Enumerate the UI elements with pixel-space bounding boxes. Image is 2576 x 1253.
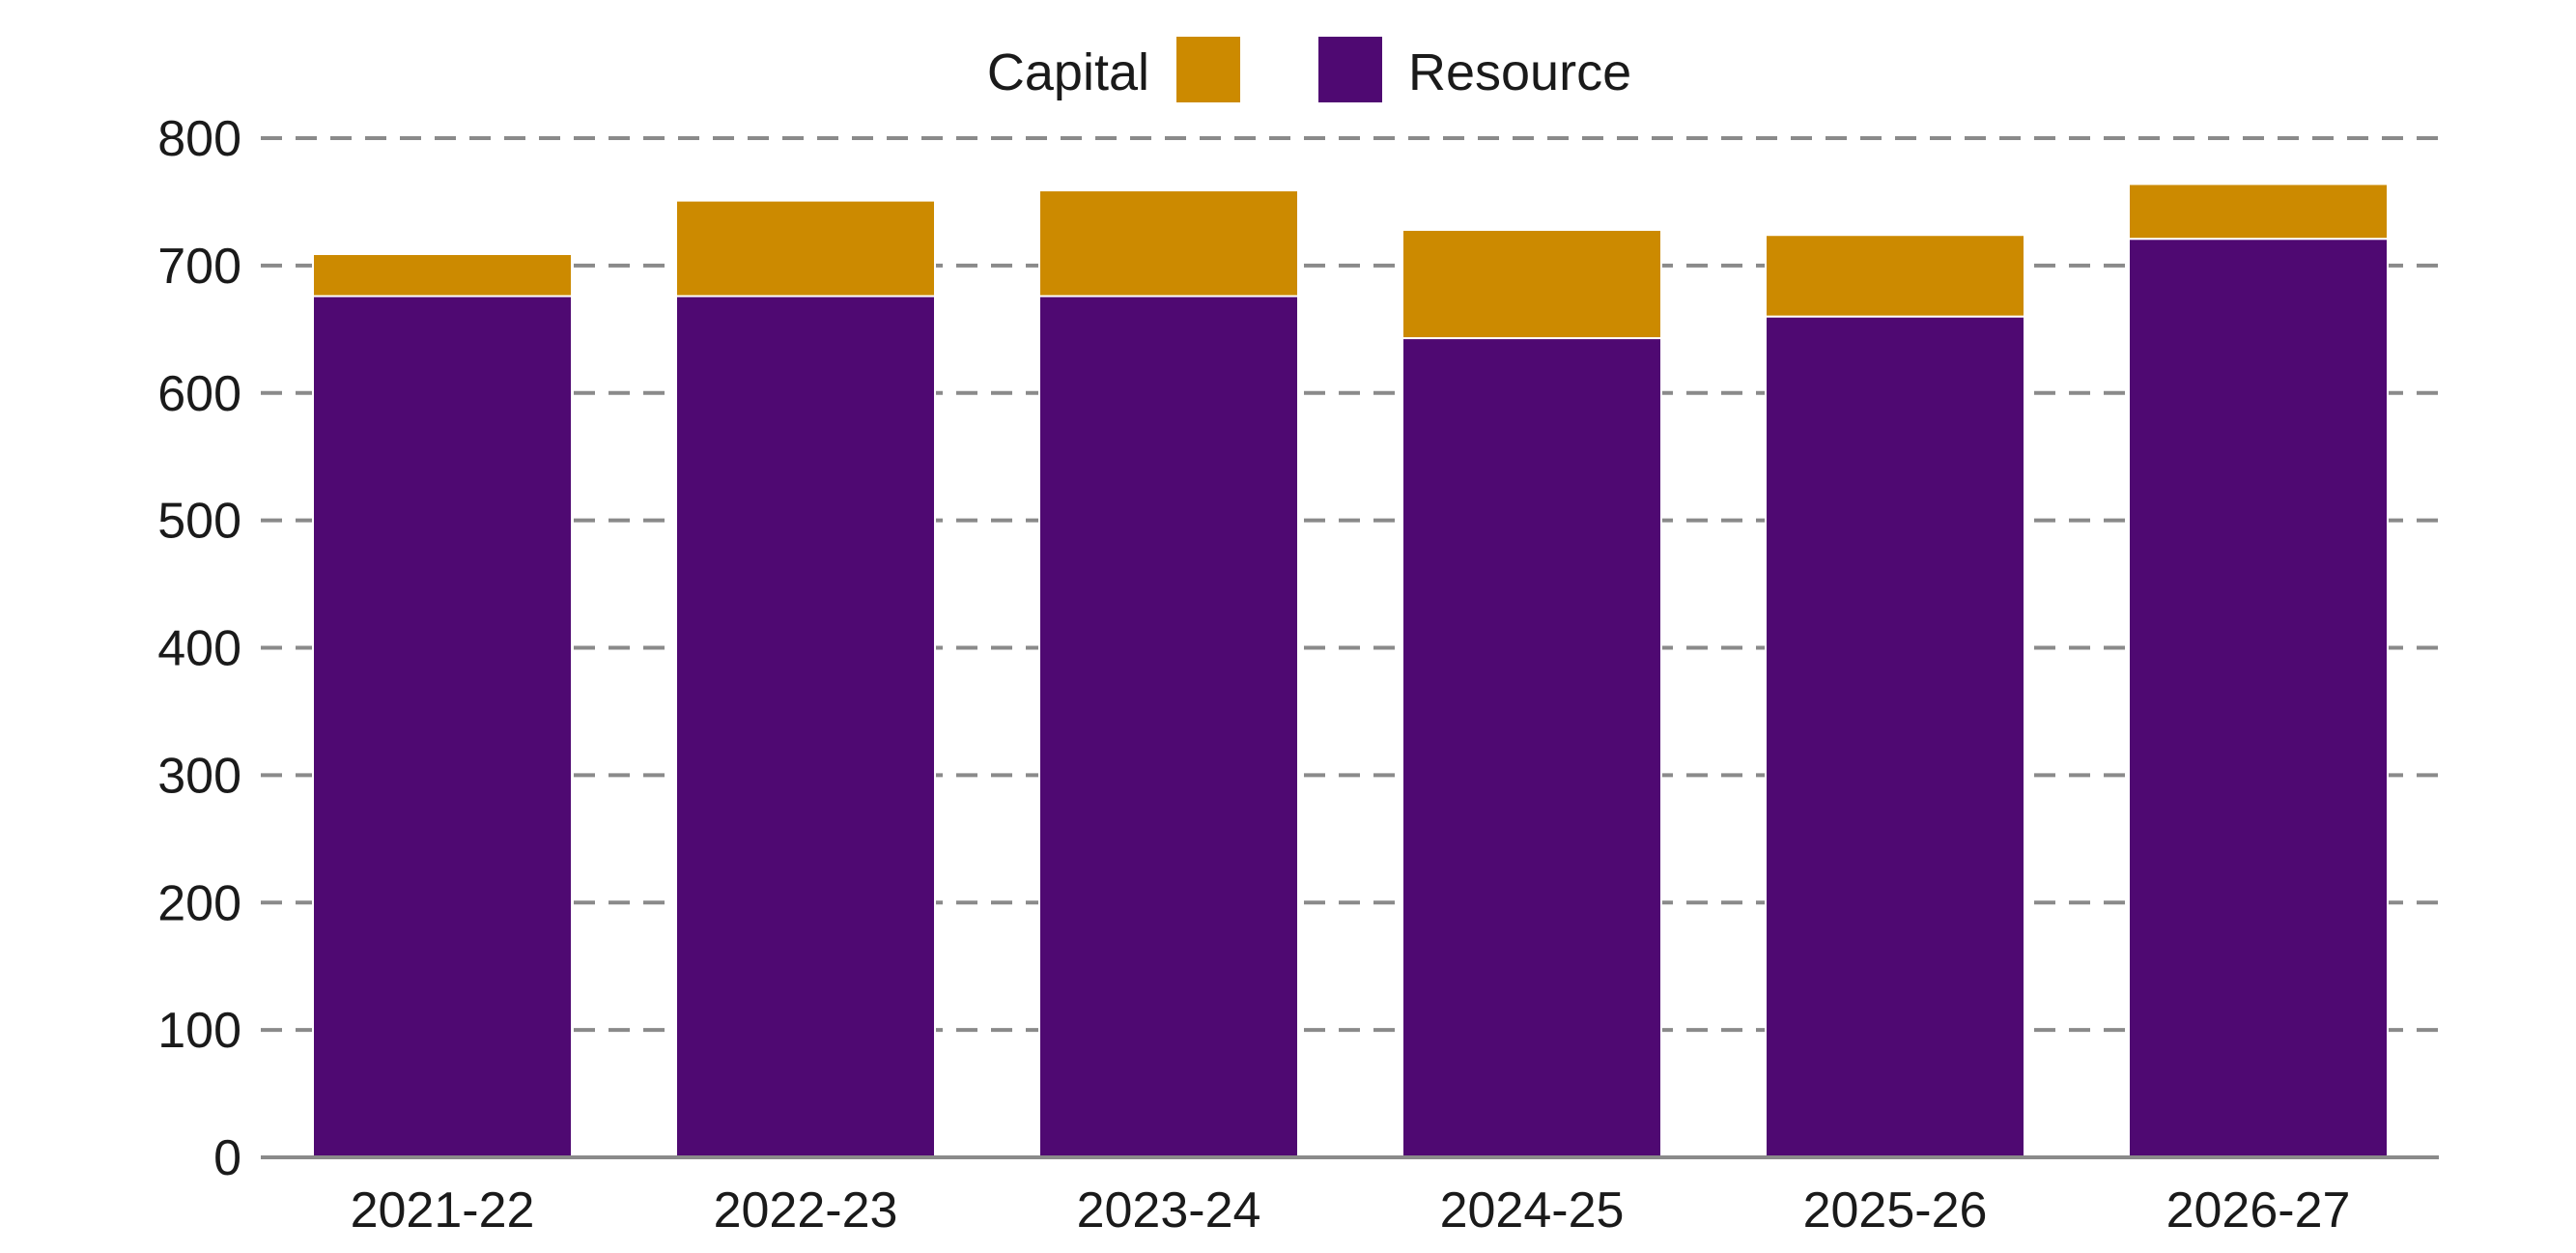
bar-capital-2022-23 (675, 199, 936, 298)
bar-resource-2022-23 (675, 295, 936, 1158)
bars (312, 183, 2389, 1158)
y-tick-label: 400 (157, 621, 241, 677)
x-tick-label: 2025-26 (1803, 1182, 1988, 1239)
y-tick-label: 200 (157, 875, 241, 931)
gridlines (261, 136, 2439, 1033)
legend-label-resource: Resource (1408, 43, 1631, 101)
y-tick-label: 300 (157, 748, 241, 804)
bar-capital-2025-26 (1765, 234, 2025, 318)
bar-resource-2023-24 (1038, 295, 1299, 1158)
bar-resource-2025-26 (1765, 315, 2025, 1158)
bar-resource-2024-25 (1401, 337, 1662, 1158)
legend-label-capital: Capital (987, 43, 1149, 101)
y-tick-label: 700 (157, 239, 241, 295)
y-tick-label: 100 (157, 1003, 241, 1059)
x-tick-label: 2022-23 (714, 1182, 898, 1239)
y-tick-label: 800 (157, 111, 241, 167)
bar-capital-2024-25 (1401, 228, 1662, 340)
y-tick-label: 600 (157, 366, 241, 422)
x-tick-label: 2021-22 (351, 1182, 535, 1239)
x-tick-label: 2024-25 (1440, 1182, 1625, 1239)
bar-capital-2026-27 (2128, 183, 2389, 241)
legend-swatch-capital (1176, 37, 1240, 102)
y-tick-label: 0 (213, 1130, 241, 1186)
bar-capital-2021-22 (312, 253, 573, 298)
legend: Capital Resource (987, 37, 1631, 102)
bar-capital-2023-24 (1038, 189, 1299, 298)
bar-resource-2021-22 (312, 295, 573, 1158)
x-tick-label: 2026-27 (2166, 1182, 2351, 1239)
x-tick-label: 2023-24 (1077, 1182, 1261, 1239)
y-tick-label: 500 (157, 494, 241, 550)
legend-swatch-resource (1318, 37, 1382, 102)
axes: 0 100 200 300 400 500 600 700 800 2021-22 2022-23 2… (157, 111, 2439, 1239)
bar-resource-2026-27 (2128, 238, 2389, 1158)
